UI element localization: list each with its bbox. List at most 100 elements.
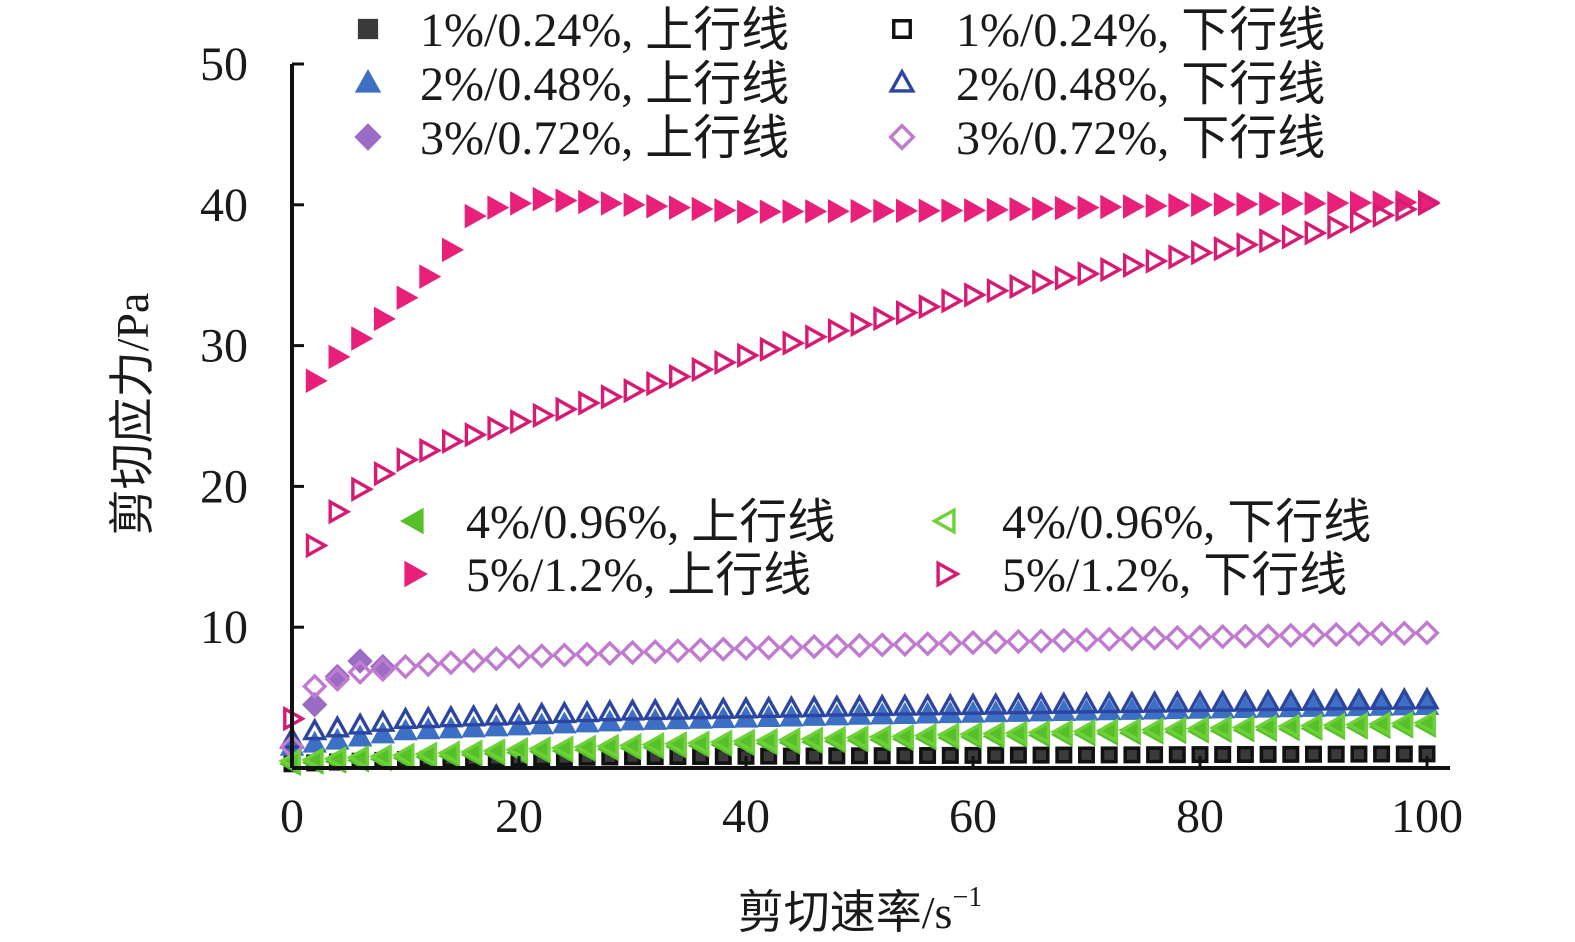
- data-point: [1278, 695, 1304, 718]
- data-point: [1282, 746, 1300, 763]
- data-point: [1209, 623, 1236, 650]
- data-point: [737, 342, 760, 369]
- data-point: [873, 305, 896, 332]
- data-point: [1118, 717, 1141, 743]
- data-point: [1232, 623, 1259, 649]
- data-point: [983, 691, 1009, 715]
- data-point: [1051, 699, 1077, 722]
- data-point: [891, 723, 914, 750]
- data-point: [759, 199, 782, 224]
- data-point: [438, 716, 464, 739]
- legend-label: 2%/0.48%, 下行线: [956, 58, 1325, 111]
- data-point: [392, 706, 419, 730]
- data-point: [1413, 710, 1436, 736]
- data-point: [782, 199, 805, 224]
- data-point: [1414, 620, 1440, 646]
- data-point: [1032, 746, 1050, 764]
- data-point: [869, 693, 895, 717]
- ticks: 0 20 40 60 80 100 10 20 30 40 50: [200, 38, 1463, 843]
- data-point: [1391, 686, 1417, 710]
- legend-marker: [354, 68, 382, 93]
- data-point: [419, 264, 442, 289]
- data-point: [1140, 717, 1164, 743]
- data-point: [1345, 711, 1368, 738]
- x-tick-label: 100: [1391, 790, 1463, 843]
- data-point: [1259, 228, 1282, 254]
- data-point: [1214, 746, 1232, 763]
- data-point: [1322, 712, 1346, 738]
- data-point: [714, 349, 738, 376]
- data-point: [732, 728, 755, 754]
- data-point: [1418, 190, 1441, 217]
- data-point: [691, 356, 715, 383]
- data-point: [665, 697, 691, 720]
- data-point: [1141, 690, 1168, 713]
- data-point: [510, 191, 533, 216]
- data-point: [1032, 196, 1055, 221]
- data-point: [1168, 193, 1191, 218]
- data-point: [801, 694, 827, 718]
- data-point: [1237, 746, 1254, 763]
- legend-entry-4: 2%/0.48%, 下行线: [888, 58, 1325, 111]
- data-point: [596, 733, 619, 759]
- data-point: [1278, 688, 1304, 712]
- data-point: [1095, 718, 1119, 744]
- data-point: [574, 641, 600, 667]
- data-point: [391, 742, 415, 769]
- data-point: [619, 639, 646, 666]
- data-point: [687, 696, 714, 720]
- data-point: [1119, 626, 1145, 652]
- data-point: [325, 727, 350, 750]
- data-point: [506, 702, 532, 725]
- data-point: [1418, 745, 1436, 763]
- data-point: [1141, 625, 1168, 651]
- data-point: [805, 199, 828, 224]
- data-point: [1096, 626, 1122, 653]
- data-point: [619, 697, 646, 721]
- data-point: [823, 725, 846, 752]
- data-point: [1186, 715, 1209, 742]
- legend-marker: [936, 560, 961, 588]
- data-point: [460, 648, 487, 674]
- data-point: [324, 666, 351, 693]
- data-point: [532, 402, 556, 429]
- data-point: [1281, 191, 1304, 216]
- data-point: [1277, 713, 1300, 740]
- data-point: [1304, 191, 1327, 216]
- data-point: [370, 709, 396, 732]
- data-point: [1028, 691, 1054, 715]
- y-tick-label: 20: [200, 460, 248, 513]
- x-axis-title-text: 剪切速率/s: [738, 887, 953, 938]
- data-point: [347, 659, 373, 685]
- data-point: [1395, 745, 1413, 763]
- data-point: [710, 636, 737, 662]
- data-point: [302, 717, 328, 741]
- data-point: [851, 747, 868, 765]
- data-point: [869, 632, 895, 658]
- legend-label: 5%/1.2%, 上行线: [466, 549, 811, 602]
- data-point: [1392, 693, 1417, 716]
- data-point: [986, 278, 1010, 304]
- data-point: [392, 653, 419, 680]
- data-point: [301, 673, 328, 700]
- legend-marker: [357, 18, 379, 40]
- data-point: [686, 730, 710, 756]
- data-point: [981, 720, 1005, 747]
- data-point: [1164, 689, 1190, 713]
- data-point: [324, 714, 351, 738]
- legend-label: 5%/1.2%, 下行线: [1002, 549, 1347, 602]
- y-tick-label: 40: [200, 179, 248, 232]
- data-point: [1100, 746, 1118, 764]
- data-point: [351, 476, 374, 502]
- data-point: [846, 632, 873, 659]
- data-point: [483, 702, 509, 726]
- data-point: [896, 198, 918, 224]
- data-point: [913, 722, 937, 749]
- data-point: [555, 188, 578, 213]
- data-point: [600, 384, 624, 410]
- data-point: [964, 282, 987, 308]
- data-point: [415, 651, 441, 678]
- data-point: [846, 693, 873, 717]
- data-point: [778, 634, 805, 660]
- data-point: [1210, 696, 1235, 719]
